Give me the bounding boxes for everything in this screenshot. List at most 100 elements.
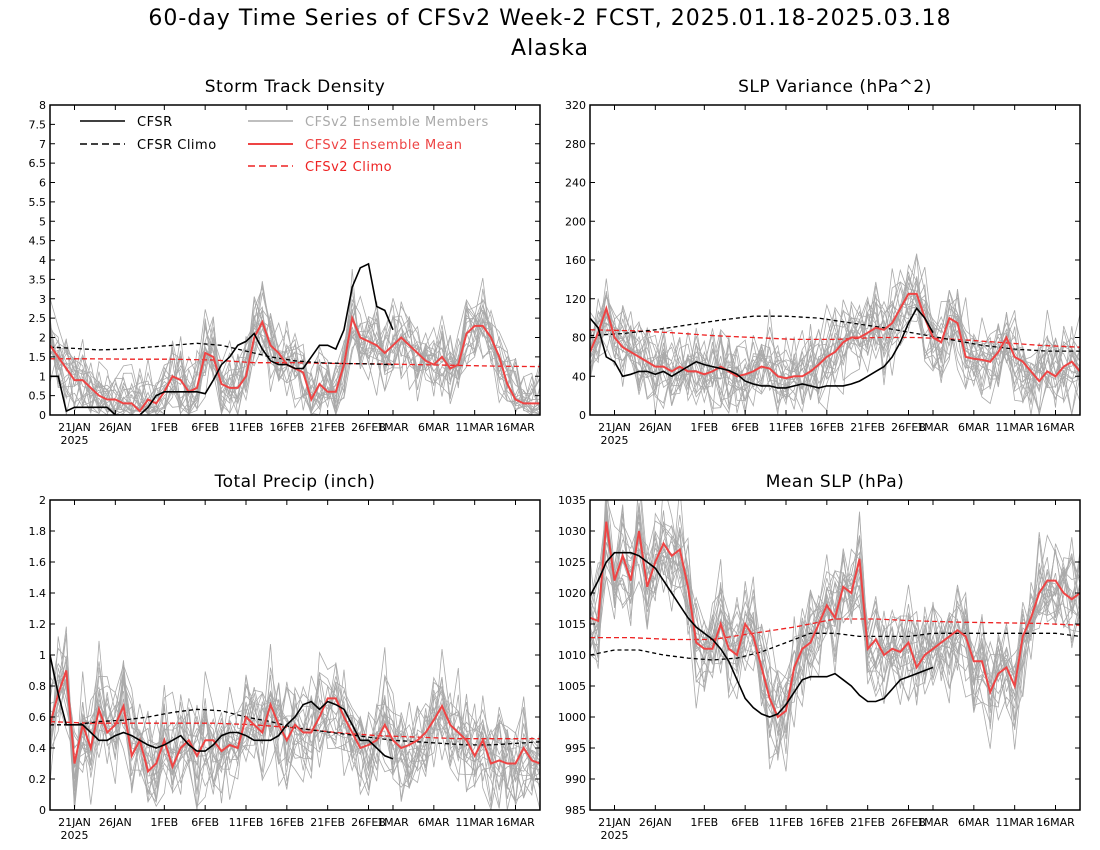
x-tick-label: 16FEB	[269, 816, 304, 829]
y-tick-label: 1.2	[29, 618, 47, 631]
y-tick-label: 160	[565, 254, 586, 267]
x-tick-label: 21JAN	[58, 816, 91, 829]
ensemble-member-line	[50, 667, 540, 806]
x-tick-label: 21FEB	[850, 421, 885, 434]
y-tick-label: 1.8	[29, 525, 47, 538]
y-tick-label: 1000	[558, 711, 586, 724]
y-tick-label: 1035	[558, 494, 586, 507]
y-tick-label: 0.4	[29, 742, 47, 755]
x-tick-label: 26FEB	[351, 816, 386, 829]
x-tick-label: 1FEB	[150, 421, 178, 434]
chart-panel-2: SLP Variance (hPa^2) 0 40 80 120 160 200 240 280…	[565, 77, 1081, 447]
legend-cfsv2-climo-label: CFSv2 Climo	[305, 160, 392, 175]
y-tick-label: 280	[565, 138, 586, 151]
y-tick-label: 2	[39, 494, 46, 507]
ensemble-member-line	[50, 633, 540, 805]
plot-frame	[49, 499, 541, 811]
x-tick-label: 1MAR	[377, 421, 409, 434]
y-tick-label: 0.5	[29, 390, 47, 403]
cfsv2-climo-line	[50, 720, 540, 740]
x-year-label: 2025	[61, 434, 89, 447]
x-tick-label: 26FEB	[351, 421, 386, 434]
y-tick-label: 5.5	[29, 196, 47, 209]
ensemble-member-line	[50, 277, 540, 415]
y-tick-label: 0.6	[29, 711, 47, 724]
ensemble-member-line	[590, 514, 1080, 730]
chart-panel-3: Total Precip (inch) 0 0.2 0.4 0.6 0.8 1 1.2 1.4 1…	[29, 472, 541, 842]
ensemble-member-line	[50, 268, 540, 415]
y-tick-label: 1.6	[29, 556, 47, 569]
cfsr-line	[590, 306, 934, 389]
cfsr-climo-line	[590, 632, 1080, 661]
cfsv2-ensemble-mean-line	[590, 292, 1080, 383]
y-tick-label: 2	[39, 332, 46, 345]
x-tick-label: 6FEB	[731, 421, 759, 434]
x-tick-label: 16MAR	[1036, 421, 1075, 434]
x-tick-label: 1MAR	[377, 816, 409, 829]
y-tick-label: 5	[39, 215, 46, 228]
x-tick-label: 26FEB	[891, 816, 926, 829]
chart-panel-1: Storm Track Density 0 0.5 1 1.5 2 2.5 3 3.5 4 4.5 5…	[29, 77, 541, 447]
x-tick-label: 21FEB	[310, 421, 345, 434]
y-tick-label: 995	[565, 742, 586, 755]
ensemble-member-line	[590, 268, 1080, 413]
series-lines	[590, 521, 1080, 719]
x-tick-label: 21JAN	[598, 421, 631, 434]
x-year-label: 2025	[601, 829, 629, 842]
ensemble-member-line	[50, 676, 540, 810]
y-tick-label: 1.5	[29, 351, 47, 364]
y-tick-label: 0.8	[29, 680, 47, 693]
panel-title: Storm Track Density	[205, 77, 386, 97]
ensemble-member-line	[50, 661, 540, 810]
ensemble-member-line	[590, 500, 1080, 700]
series-lines	[50, 262, 540, 415]
x-tick-label: 11MAR	[455, 421, 494, 434]
x-tick-label: 11MAR	[455, 816, 494, 829]
ensemble-members	[50, 268, 540, 415]
y-tick-label: 2.5	[29, 312, 47, 325]
x-tick-label: 11FEB	[769, 816, 804, 829]
y-tick-label: 3.5	[29, 273, 47, 286]
y-tick-label: 3	[39, 293, 46, 306]
y-tick-label: 1.4	[29, 587, 47, 600]
x-tick-label: 16MAR	[496, 421, 535, 434]
ensemble-member-line	[590, 271, 1080, 404]
x-tick-label: 11MAR	[995, 421, 1034, 434]
y-tick-label: 1	[39, 370, 46, 383]
cfsr-climo-line	[50, 708, 540, 746]
cfsv2-climo-line	[590, 329, 1080, 348]
ensemble-member-line	[590, 520, 1080, 737]
x-tick-label: 1FEB	[150, 816, 178, 829]
y-tick-label: 0	[39, 804, 46, 817]
series-lines	[590, 292, 1080, 389]
cfsr-line	[50, 262, 394, 415]
y-tick-label: 120	[565, 293, 586, 306]
x-tick-label: 26JAN	[99, 421, 132, 434]
y-tick-label: 0.2	[29, 773, 47, 786]
y-tick-label: 7.5	[29, 118, 47, 131]
x-year-label: 2025	[61, 829, 89, 842]
y-tick-label: 4.5	[29, 235, 47, 248]
ensemble-member-line	[590, 277, 1080, 414]
x-tick-label: 1MAR	[917, 421, 949, 434]
y-tick-label: 6.5	[29, 157, 47, 170]
x-tick-label: 21JAN	[58, 421, 91, 434]
x-tick-label: 21FEB	[310, 816, 345, 829]
x-tick-label: 6MAR	[418, 816, 450, 829]
ensemble-member-line	[590, 253, 1080, 415]
y-tick-label: 1	[39, 649, 46, 662]
x-tick-label: 16FEB	[809, 816, 844, 829]
x-tick-label: 16FEB	[809, 421, 844, 434]
x-tick-label: 26JAN	[639, 816, 672, 829]
y-tick-label: 200	[565, 215, 586, 228]
y-tick-label: 4	[39, 254, 46, 267]
y-tick-label: 1015	[558, 618, 586, 631]
ensemble-member-line	[590, 504, 1080, 772]
ensemble-member-line	[50, 640, 540, 810]
ensemble-members	[590, 500, 1080, 772]
y-tick-label: 0	[579, 409, 586, 422]
ensemble-member-line	[50, 667, 540, 802]
cfsv2-ensemble-mean-line	[50, 670, 540, 774]
y-tick-label: 1010	[558, 649, 586, 662]
ensemble-member-line	[590, 281, 1080, 412]
